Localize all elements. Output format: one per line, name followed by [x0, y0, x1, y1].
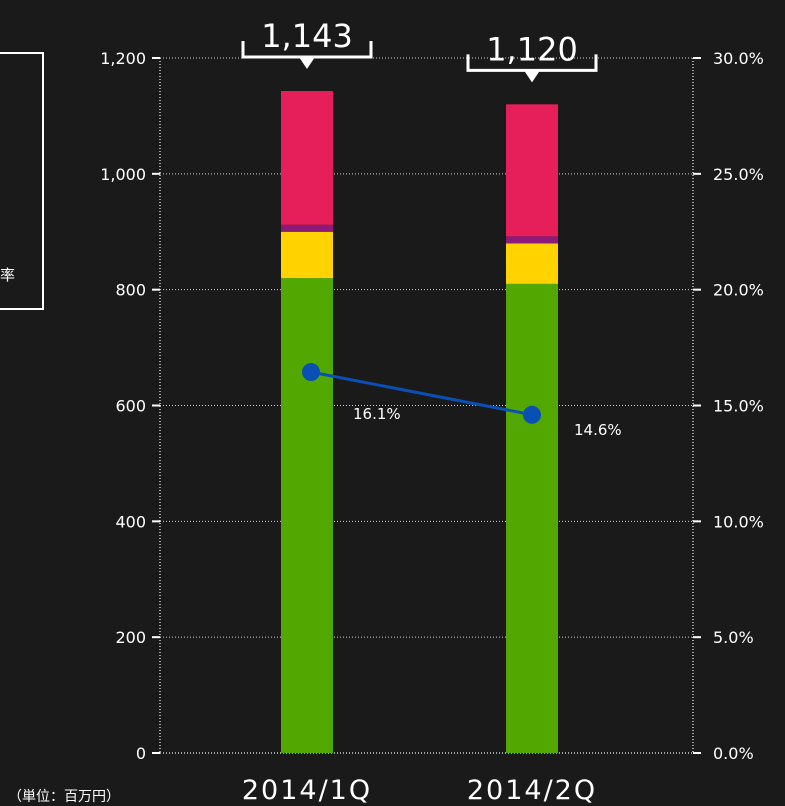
y-right-tick-label: 15.0%: [713, 397, 764, 416]
total-pointer: [299, 57, 315, 70]
bar-segment: [506, 283, 558, 753]
y-left-tick-label: 1,000: [100, 165, 146, 184]
line-point: [523, 405, 541, 424]
y-right-tick-label: 25.0%: [713, 165, 764, 184]
legend-label-fragment: 率: [0, 266, 16, 284]
y-left-tick-label: 600: [115, 397, 146, 416]
bar-segment: [281, 91, 333, 225]
bar-segment: [506, 236, 558, 244]
y-right-tick-label: 20.0%: [713, 281, 764, 300]
x-tick-label: 2014/1Q: [242, 775, 372, 806]
x-tick-label: 2014/2Q: [467, 775, 597, 806]
unit-note: （単位：百万円）: [8, 789, 120, 805]
y-right-tick-label: 10.0%: [713, 512, 764, 531]
bar-segment: [281, 278, 333, 753]
total-label: 1,143: [261, 17, 353, 55]
y-right-tick-label: 30.0%: [713, 49, 764, 68]
y-left-tick-label: 0: [136, 744, 146, 763]
bar-segment: [281, 231, 333, 279]
total-pointer: [524, 70, 540, 83]
total-bracket: [466, 54, 598, 72]
line-data-label: 16.1%: [353, 405, 401, 423]
bar-segment: [506, 104, 558, 237]
y-right-tick-label: 5.0%: [713, 628, 754, 647]
line-data-label: 14.6%: [574, 421, 622, 439]
bar-segment: [281, 224, 333, 232]
y-left-tick-label: 800: [115, 281, 146, 300]
y-left-tick-label: 400: [115, 512, 146, 531]
y-right-tick-label: 0.0%: [713, 744, 754, 763]
bar-segment: [506, 243, 558, 284]
line-point: [302, 363, 320, 382]
y-left-tick-label: 200: [115, 628, 146, 647]
total-label: 1,120: [486, 30, 578, 68]
y-left-tick-label: 1,200: [100, 49, 146, 68]
legend-box: [0, 52, 44, 310]
line-series: [310, 370, 533, 417]
